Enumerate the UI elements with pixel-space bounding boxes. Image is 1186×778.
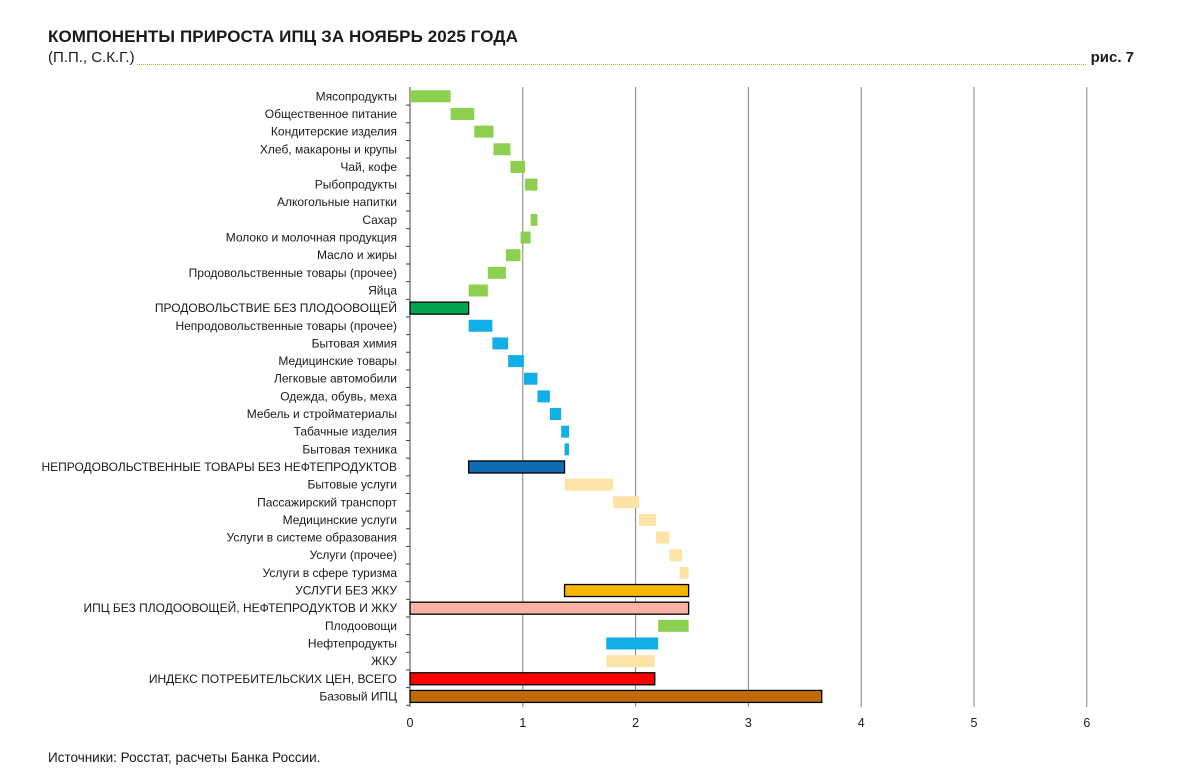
- category-label: Табачные изделия: [294, 425, 397, 439]
- source-note: Источники: Росстат, расчеты Банка России…: [48, 750, 321, 765]
- bar: [561, 425, 570, 438]
- figure-label: рис. 7: [1086, 49, 1134, 66]
- bar: [563, 583, 690, 598]
- category-label: Бытовая техника: [302, 442, 397, 456]
- category-label: Сахар: [362, 213, 397, 227]
- category-label: ПРОДОВОЛЬСТВИЕ БЕЗ ПЛОДООВОЩЕЙ: [155, 300, 397, 315]
- bar: [409, 689, 823, 704]
- bar: [613, 496, 639, 509]
- category-label: Рыбопродукты: [315, 178, 397, 192]
- bar: [655, 531, 670, 544]
- category-label: Масло и жиры: [317, 248, 397, 262]
- bar: [410, 90, 451, 103]
- x-tick-label: 5: [971, 716, 978, 730]
- x-tick-label: 3: [745, 716, 752, 730]
- category-label: Плодоовощи: [325, 619, 397, 633]
- bar: [679, 566, 689, 579]
- bar: [606, 655, 655, 668]
- bar: [468, 460, 566, 474]
- category-label: Кондитерские изделия: [271, 125, 397, 139]
- bar: [508, 355, 524, 368]
- grid-lines: [406, 87, 1088, 707]
- category-label: ИПЦ БЕЗ ПЛОДООВОЩЕЙ, НЕФТЕПРОДУКТОВ И ЖК…: [83, 600, 397, 615]
- category-label: Базовый ИПЦ: [319, 689, 397, 703]
- category-label: Молоко и молочная продукция: [226, 231, 397, 245]
- bar: [564, 443, 570, 456]
- category-label: Алкогольные напитки: [277, 195, 397, 209]
- bar: [669, 549, 682, 562]
- waterfall-chart: 0 1 2 3 4 5 6 Мясопродукты Общественное питание…: [41, 87, 1091, 730]
- category-label: Одежда, обувь, меха: [280, 389, 397, 403]
- category-label: Общественное питание: [265, 107, 398, 121]
- category-label: Мясопродукты: [316, 89, 397, 103]
- category-label: Медицинские услуги: [283, 513, 397, 527]
- category-label: Яйца: [368, 283, 397, 297]
- category-label: Легковые автомобили: [274, 372, 397, 386]
- x-tick-label: 2: [632, 716, 639, 730]
- bar: [450, 107, 475, 120]
- category-label: Услуги (прочее): [310, 548, 397, 562]
- category-label: Бытовые услуги: [308, 478, 398, 492]
- category-label: Продовольственные товары (прочее): [189, 266, 397, 280]
- bar: [409, 601, 690, 615]
- category-label: Нефтепродукты: [308, 636, 397, 650]
- chart-title: КОМПОНЕНТЫ ПРИРОСТА ИПЦ ЗА НОЯБРЬ 2025 Г…: [48, 27, 518, 46]
- category-label: Услуги в сфере туризма: [263, 566, 398, 580]
- category-label: ЖКУ: [371, 654, 397, 668]
- bar: [537, 390, 550, 403]
- bar: [409, 672, 656, 686]
- category-labels: Мясопродукты Общественное питание Кондитер…: [41, 89, 397, 703]
- category-label: Хлеб, макароны и крупы: [260, 142, 397, 156]
- bar: [409, 301, 470, 315]
- bar: [606, 637, 659, 650]
- category-label: Бытовая химия: [312, 336, 397, 350]
- category-label: Услуги в системе образования: [227, 531, 397, 545]
- category-label: НЕПРОДОВОЛЬСТВЕННЫЕ ТОВАРЫ БЕЗ НЕФТЕПРОД…: [41, 460, 397, 474]
- bar: [523, 372, 538, 385]
- category-label: Пассажирский транспорт: [257, 495, 397, 509]
- x-tick-label: 0: [407, 716, 414, 730]
- x-axis-ticks: 0 1 2 3 4 5 6: [407, 716, 1091, 730]
- category-label: ИНДЕКС ПОТРЕБИТЕЛЬСКИХ ЦЕН, ВСЕГО: [149, 672, 397, 686]
- x-tick-label: 6: [1083, 716, 1090, 730]
- bar: [525, 178, 538, 191]
- category-label: Мебель и стройматериалы: [247, 407, 397, 421]
- category-label: Непродовольственные товары (прочее): [175, 319, 397, 333]
- bar: [549, 408, 562, 421]
- bar: [530, 213, 538, 226]
- bar: [658, 619, 689, 632]
- category-label: Медицинские товары: [278, 354, 397, 368]
- category-label: Чай, кофе: [340, 160, 397, 174]
- x-tick-label: 4: [858, 716, 865, 730]
- bar: [493, 143, 511, 156]
- bar: [468, 284, 488, 297]
- bars: [409, 90, 823, 704]
- x-tick-label: 1: [519, 716, 526, 730]
- bar: [492, 337, 509, 350]
- chart-subtitle: (П.П., С.К.Г.): [48, 49, 137, 66]
- title-rule: [48, 64, 1134, 65]
- bar: [520, 231, 531, 244]
- bar: [510, 160, 526, 173]
- bar: [505, 249, 521, 262]
- category-label: УСЛУГИ БЕЗ ЖКУ: [295, 584, 397, 598]
- bar: [638, 513, 656, 526]
- bar: [487, 266, 506, 279]
- bar: [468, 319, 493, 332]
- bar: [564, 478, 614, 491]
- bar: [474, 125, 494, 138]
